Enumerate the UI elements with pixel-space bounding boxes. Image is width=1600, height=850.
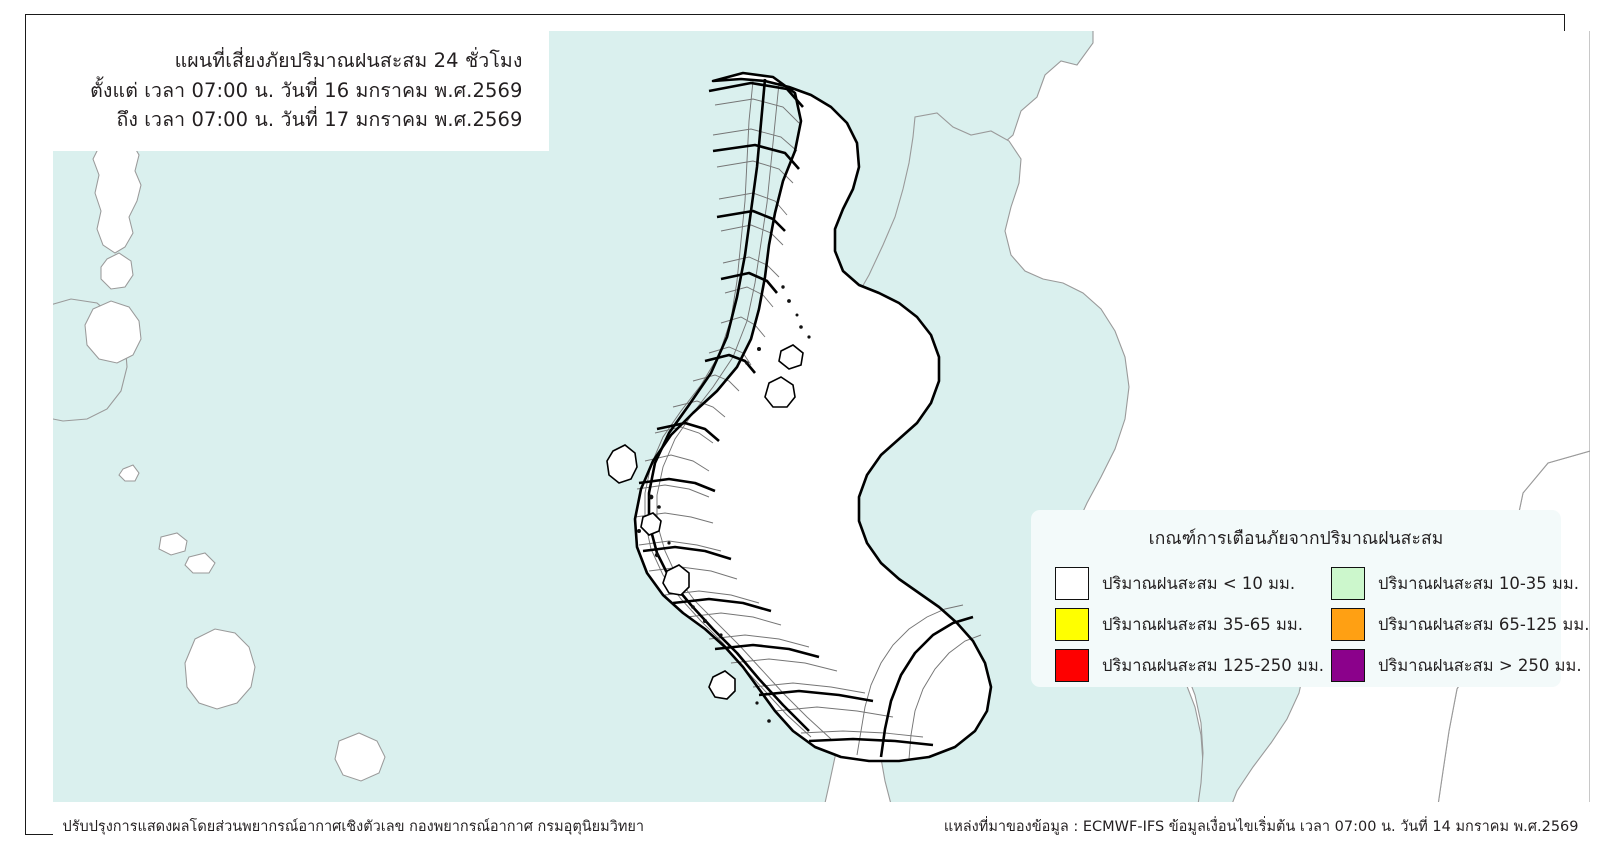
island-west-far-south <box>333 731 386 782</box>
province-line-10 <box>714 643 819 658</box>
island-west-tiny-b <box>157 531 188 556</box>
legend-swatch-65-125 <box>1331 608 1365 641</box>
legend-label-10-35: ปริมาณฝนสะสม 10-35 มม. <box>1378 573 1580 593</box>
island-phi-phi <box>639 511 662 536</box>
legend-item-65-125[interactable]: ปริมาณฝนสะสม 65-125 มม. <box>1331 604 1590 645</box>
province-line-11 <box>758 689 873 702</box>
footer-band: ปรับปรุงการแสดงผลโดยส่วนพยากรณ์อากาศเชิง… <box>52 801 1590 850</box>
legend-item-10-35[interactable]: ปริมาณฝนสะสม 10-35 มม. <box>1331 563 1585 604</box>
legend-label-lt-10: ปริมาณฝนสะสม < 10 มม. <box>1102 573 1296 593</box>
title-card: แผนที่เสี่ยงภัยปริมาณฝนสะสม 24 ชั่วโมง ต… <box>52 30 549 151</box>
legend-swatch-gt-250 <box>1331 649 1365 682</box>
island-west-small-north <box>99 251 134 290</box>
island-west-tiny-a <box>117 463 140 482</box>
legend-item-lt-10[interactable]: ปริมาณฝนสะสม < 10 มม. <box>1055 563 1331 604</box>
island-lanta <box>661 563 690 596</box>
legend-item-125-250[interactable]: ปริมาณฝนสะสม 125-250 มม. <box>1055 645 1331 686</box>
legend-label-125-250: ปริมาณฝนสะสม 125-250 มม. <box>1102 655 1325 675</box>
legend-swatch-lt-10 <box>1055 567 1089 600</box>
title-line-3: ถึง เวลา 07:00 น. วันที่ 17 มกราคม พ.ศ.2… <box>116 108 523 132</box>
province-line-east-spur <box>879 615 973 757</box>
island-phuket <box>605 443 638 484</box>
province-line-12 <box>808 737 933 746</box>
legend-title: เกณฑ์การเตือนภัยจากปริมาณฝนสะสม <box>1148 529 1444 549</box>
province-line-backbone <box>647 78 810 732</box>
title-line-2: ตั้งแต่ เวลา 07:00 น. วันที่ 16 มกราคม พ… <box>90 78 523 102</box>
province-line-6 <box>656 421 720 442</box>
province-line-4 <box>720 271 778 294</box>
legend-label-35-65: ปริมาณฝนสะสม 35-65 มม. <box>1102 614 1304 634</box>
thailand-offshore-islands <box>605 343 804 700</box>
speck-islands-layer <box>636 284 811 723</box>
legend-swatch-125-250 <box>1055 649 1089 682</box>
island-west-large-north <box>91 133 142 254</box>
legend-label-65-125: ปริมาณฝนสะสม 65-125 มม. <box>1378 614 1590 634</box>
island-west-mid <box>83 299 142 364</box>
legend-swatch-35-65 <box>1055 608 1089 641</box>
legend-label-gt-250: ปริมาณฝนสะสม > 250 มม. <box>1378 655 1582 675</box>
province-line-1 <box>708 81 804 108</box>
title-line-1: แผนที่เสี่ยงภัยปริมาณฝนสะสม 24 ชั่วโมง <box>174 49 523 73</box>
map-frame: แผนที่เสี่ยงภัยปริมาณฝนสะสม 24 ชั่วโมง ต… <box>25 14 1590 850</box>
legend-panel: เกณฑ์การเตือนภัยจากปริมาณฝนสะสม ปริมาณฝน… <box>1031 510 1590 687</box>
province-line-3 <box>716 209 786 232</box>
thailand-district-layer <box>633 71 992 761</box>
thailand-province-layer <box>633 71 992 762</box>
island-phangan <box>777 343 804 370</box>
footer-source-text: แหล่งที่มาของข้อมูล : ECMWF-IFS ข้อมูลเง… <box>943 818 1579 835</box>
island-west-tiny-c <box>183 551 216 574</box>
island-west-large-south <box>183 627 256 710</box>
province-line-7 <box>638 477 715 492</box>
thailand-outline <box>633 71 992 762</box>
province-line-8 <box>642 545 731 560</box>
legend-swatch-10-35 <box>1331 567 1365 600</box>
footer-credit-text: ปรับปรุงการแสดงผลโดยส่วนพยากรณ์อากาศเชิง… <box>62 818 645 835</box>
legend-item-35-65[interactable]: ปริมาณฝนสะสม 35-65 มม. <box>1055 604 1331 645</box>
province-line-9 <box>672 597 771 612</box>
island-samui-thai <box>763 375 796 408</box>
island-tarutao <box>707 669 736 700</box>
legend-grid: ปริมาณฝนสะสม < 10 มม. ปริมาณฝนสะสม 10-35… <box>1031 563 1590 686</box>
legend-item-gt-250[interactable]: ปริมาณฝนสะสม > 250 มม. <box>1331 645 1585 686</box>
province-line-2 <box>712 143 800 170</box>
